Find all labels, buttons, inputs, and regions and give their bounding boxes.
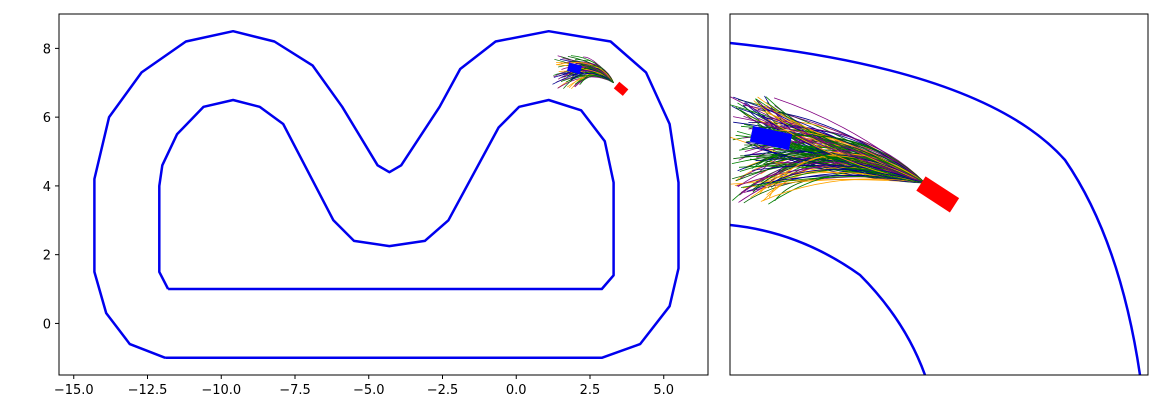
y-tick-label: 4 [43, 180, 51, 195]
trajectory-line [773, 130, 926, 184]
zoomed-inset-plot [729, 13, 1149, 376]
y-tick-label: 2 [43, 249, 51, 264]
right-plot-area [730, 41, 1142, 375]
trajectory-line [771, 168, 926, 184]
right-axes-frame [729, 13, 1149, 376]
left-axes-frame [58, 13, 709, 376]
x-tick-label: 2.5 [580, 383, 601, 398]
current-car-marker [613, 81, 629, 96]
trajectory-line [763, 105, 926, 184]
y-axis-ticks: 0 2 4 6 8 [43, 42, 59, 332]
x-axis-ticks: −15.0 −12.5 −10.0 −7.5 −5.0 −2.5 0.0 2.5 5.0 [54, 375, 674, 398]
trajectory-line [556, 62, 614, 83]
y-tick-label: 8 [43, 42, 51, 57]
x-tick-label: 0.0 [506, 383, 527, 398]
inner-boundary-arc [730, 223, 927, 375]
trajectory-line [760, 178, 926, 202]
trajectory-line [585, 67, 614, 84]
trajectory-line [754, 142, 926, 184]
x-tick-label: −12.5 [128, 383, 168, 398]
x-tick-label: −2.5 [427, 383, 459, 398]
track-overview-plot: −15.0 −12.5 −10.0 −7.5 −5.0 −2.5 0.0 2.5 5.0 0 2 4… [43, 13, 709, 398]
x-tick-label: −10.0 [201, 383, 241, 398]
trajectory-line [767, 118, 926, 184]
inner-boundary-line [158, 98, 615, 291]
outer-boundary-line [93, 29, 680, 360]
left-plot-area [93, 29, 680, 360]
y-tick-label: 0 [43, 317, 51, 332]
y-tick-label: 6 [43, 111, 51, 126]
x-tick-label: −7.5 [279, 383, 311, 398]
target-car-marker [749, 126, 793, 150]
target-car-marker [567, 62, 583, 75]
current-car-marker [916, 176, 960, 213]
x-tick-label: −15.0 [54, 383, 94, 398]
trajectory-line [561, 72, 614, 84]
x-tick-label: 5.0 [653, 383, 674, 398]
trajectory-line [766, 105, 926, 184]
outer-boundary-arc [730, 41, 1142, 375]
trajectory-line [744, 144, 926, 184]
trajectory-line [758, 126, 926, 184]
x-tick-label: −5.0 [353, 383, 385, 398]
trajectory-line [773, 97, 926, 184]
